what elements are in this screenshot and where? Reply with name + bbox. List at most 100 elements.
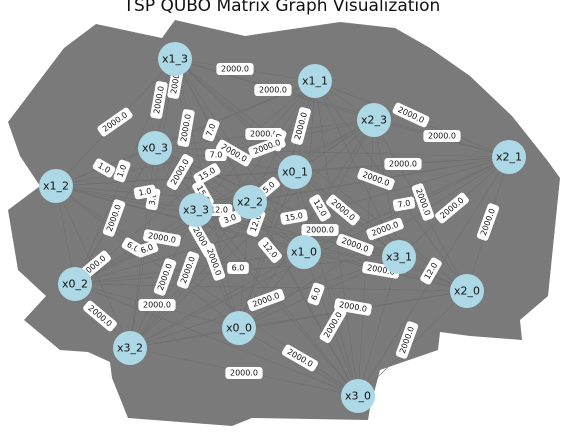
node-label: x3_1 [386,251,412,264]
edge-label-text: 3.0 [147,192,158,206]
node-label: x3_0 [345,390,371,403]
node-label: x2_3 [361,114,387,127]
graph-node: x3_1 [382,240,416,274]
edge-line [129,327,240,349]
edge-label-box [435,192,469,224]
edge-label-box [357,167,395,191]
node-label: x1_3 [162,53,188,66]
edge-label: 2000.0 [138,299,176,311]
edge-label-text: 2000.0 [230,369,258,378]
node-circle [39,169,73,203]
edge-label-box [227,262,249,274]
edge-label-text: 7.0 [205,122,218,137]
edge-label: 7.0 [205,149,227,161]
edge-line [174,58,468,292]
edge-label: 3.0 [218,210,242,228]
edge-label-text: 12.0 [210,206,228,215]
node-label: x1_2 [43,180,69,193]
graph-node: x1_1 [298,64,332,98]
edge-label-text: 6.0 [232,264,245,273]
edge-label: 1.0 [133,184,157,200]
edge-label: 2000.0 [150,81,168,119]
node-circle [298,64,332,98]
node-label: x3_2 [117,342,143,355]
edge-line [129,251,305,349]
node-circle [278,155,312,189]
edge-label-box [281,344,319,372]
edge-line [55,185,240,329]
graph-node: x2_1 [492,140,526,174]
edge-label-box [202,243,226,281]
node-circle [222,311,256,345]
edge-label: 2000.0 [177,109,195,147]
edge-label-box [177,109,195,147]
edge-line [294,171,359,397]
edge-line [129,290,468,349]
graph-node: x3_3 [179,193,213,227]
edge-label: 2000.0 [301,224,339,236]
edge-line [238,156,510,329]
edge-label-box [247,288,285,312]
edge-label-box [254,84,292,96]
edge-label: 6.0 [307,282,325,306]
edge-label: 2000.0 [225,367,263,379]
edge-label-box [166,153,194,191]
node-label: x2_2 [237,196,263,209]
edge-label-box [319,306,347,344]
edge-label-box [215,139,253,167]
node-circle [287,235,321,269]
node-circle [138,131,172,165]
edge-label-box [411,183,435,221]
edge-label-text: 6.0 [139,243,154,256]
edge-label-text: 2000.0 [259,86,287,95]
edge-label-box [92,158,116,178]
node-label: x3_3 [183,204,209,217]
edge-label-box [218,210,242,228]
node-label: x1_0 [291,246,317,259]
graph-node: x1_3 [158,42,192,76]
edge-label-text: 2000.0 [428,132,456,141]
edge-label-box [280,209,308,225]
edge-label: 7.0 [392,196,416,212]
edge-label: 6.0 [227,262,249,274]
graph-node: x0_3 [138,131,172,165]
node-circle [341,379,375,413]
graph-node: x2_3 [357,103,391,137]
edge-label: 7.0 [202,118,220,142]
graph-node: x1_0 [287,235,321,269]
edge-label-text: 7.0 [397,198,411,209]
edge-label-box [309,194,331,222]
edge-label-box [384,158,422,170]
node-label: x0_0 [226,322,252,335]
edge-line [357,290,468,397]
edge-label-text: 3.0 [222,213,237,226]
edge-label-box [83,300,117,332]
edge-label-box [176,251,200,289]
edge-label-box [202,118,220,142]
edge-label: 2000.0 [423,130,461,142]
figure-title: TSP QUBO Matrix Graph Visualization [123,0,441,16]
edge-label-box [420,257,442,285]
edge-label-box [248,135,286,159]
edge-line [357,256,400,397]
edge-label-box [113,159,131,183]
edge-label-text: 2000.0 [250,130,278,139]
edge-label-text: 1.0 [116,163,129,178]
graph-node: x2_0 [450,274,484,308]
edge-label-box [205,149,227,161]
edge-label-box [193,163,221,185]
node-label: x0_1 [282,166,308,179]
node-circle [357,103,391,137]
edge-line [55,185,197,211]
edge-label-box [392,196,416,212]
graph-node: x2_2 [233,185,267,219]
node-label: x0_3 [142,142,168,155]
edge-label-box [102,199,126,237]
node-label: x2_0 [454,285,480,298]
edge-label-text: 2000.0 [221,65,249,74]
graph-node: x0_0 [222,311,256,345]
edge-label-text: 15.0 [284,211,303,223]
edge-label-box [246,209,266,237]
edge-line [74,119,375,285]
